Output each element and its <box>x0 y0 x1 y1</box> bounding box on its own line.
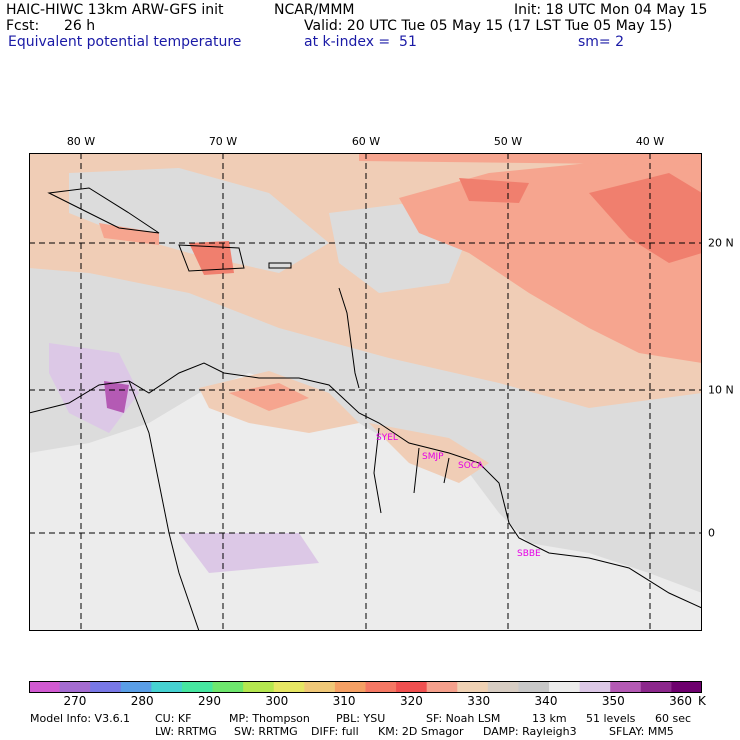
colorbar-swatch <box>610 681 642 693</box>
info-resolution: 13 km <box>532 712 567 725</box>
colorbar-tick-label: 330 <box>467 694 491 708</box>
colorbar-swatch <box>304 681 336 693</box>
border-colombia <box>128 380 200 631</box>
info-longwave: LW: RRTMG <box>155 725 217 738</box>
colorbar-tick-label: 270 <box>63 694 87 708</box>
map-frame <box>29 153 702 631</box>
hot-strip-top <box>359 153 702 165</box>
colorbar-swatch <box>212 681 244 693</box>
coastline-south-america <box>29 362 702 609</box>
colorbar-tick-label: 340 <box>534 694 558 708</box>
station-soca: SOCA <box>458 461 484 471</box>
lat-label-10n: 10 N <box>708 383 734 397</box>
colorbar-swatch <box>396 681 428 693</box>
smoothing-label: sm= 2 <box>578 34 625 50</box>
border-guyana <box>373 427 382 514</box>
colorbar-swatch <box>59 681 91 693</box>
colorbar-swatch <box>579 681 611 693</box>
lon-label-80w: 80 W <box>66 135 96 148</box>
border-suriname <box>413 447 420 494</box>
colorbar-swatch <box>273 681 305 693</box>
model-title: HAIC-HIWC 13km ARW-GFS init <box>6 2 224 18</box>
hottest-patch-central <box>459 178 529 203</box>
info-levels: 51 levels <box>586 712 636 725</box>
info-diffusion: DIFF: full <box>311 725 359 738</box>
field-name: Equivalent potential temperature <box>8 34 242 50</box>
lon-label-60w: 60 W <box>351 135 381 148</box>
info-surface-layer: SFLAY: MM5 <box>609 725 674 738</box>
coastline-lesser-antilles <box>338 287 360 389</box>
lon-label-40w: 40 W <box>635 135 665 148</box>
colorbar <box>29 681 702 693</box>
low-theta-core-west <box>104 381 129 413</box>
level-label: at k-index = 51 <box>304 34 417 50</box>
colorbar-tick-label: 350 <box>601 694 625 708</box>
colorbar-tick-label: 320 <box>399 694 423 708</box>
colorbar-tick-label: 300 <box>265 694 289 708</box>
hottest-patch-east <box>589 173 702 263</box>
colorbar-swatch <box>549 681 581 693</box>
theta-e-map: SYEL SMJP SOCA SBBE <box>29 153 702 631</box>
valid-time: Valid: 20 UTC Tue 05 May 15 (17 LST Tue … <box>304 18 673 34</box>
colorbar-swatch <box>640 681 672 693</box>
forecast-label: Fcst: <box>6 18 40 34</box>
colorbar-swatch <box>243 681 275 693</box>
colorbar-swatch <box>181 681 214 693</box>
south-america-land <box>29 373 702 631</box>
organization-label: NCAR/MMM <box>274 2 355 18</box>
colorbar-tick-label: 290 <box>198 694 221 708</box>
colorbar-swatch <box>518 681 550 693</box>
colorbar-tick-label: 310 <box>332 694 356 708</box>
colorbar-swatch <box>120 681 152 693</box>
colorbar-unit: K <box>698 694 706 708</box>
station-smjp: SMJP <box>422 452 444 462</box>
colorbar-frame <box>29 681 702 693</box>
lon-label-50w: 50 W <box>493 135 523 148</box>
info-damping: DAMP: Rayleigh3 <box>483 725 577 738</box>
lat-label-20n: 20 N <box>708 236 734 250</box>
info-surface: SF: Noah LSM <box>426 712 501 725</box>
forecast-hour: 26 h <box>64 18 96 34</box>
info-pbl: PBL: YSU <box>336 712 386 725</box>
colorbar-swatch <box>151 681 183 693</box>
colorbar-swatch <box>671 681 702 693</box>
colorbar-swatch <box>365 681 397 693</box>
coastline-puerto-rico <box>268 262 292 269</box>
colorbar-swatch <box>334 681 366 693</box>
init-time: Init: 18 UTC Mon 04 May 15 <box>514 2 708 18</box>
colorbar-tick-label: 280 <box>130 694 154 708</box>
station-syel: SYEL <box>376 433 398 443</box>
info-microphysics: MP: Thompson <box>229 712 310 725</box>
colorbar-swatch <box>457 681 489 693</box>
info-cumulus: CU: KF <box>155 712 192 725</box>
lat-label-equator: 0 <box>708 526 715 540</box>
colorbar-tick-label: 360 <box>669 694 693 708</box>
lon-label-70w: 70 W <box>208 135 238 148</box>
info-shortwave: SW: RRTMG <box>234 725 298 738</box>
colorbar-swatch <box>90 681 122 693</box>
guiana-warm-patch <box>369 423 489 483</box>
station-sbbe: SBBE <box>517 549 541 559</box>
cool-patch-caribbean <box>69 168 329 273</box>
info-timestep: 60 sec <box>655 712 692 725</box>
border-french-guiana <box>443 457 450 484</box>
info-model-version: Model Info: V3.6.1 <box>30 712 131 725</box>
colorbar-swatch <box>426 681 458 693</box>
coastline-cuba <box>47 187 160 234</box>
colorbar-swatch <box>487 681 519 693</box>
coastline-hispaniola <box>178 244 245 272</box>
cuba-hot-patch <box>99 223 159 245</box>
low-theta-patch-south <box>179 533 319 573</box>
colorbar-swatch <box>29 681 61 693</box>
info-km-option: KM: 2D Smagor <box>378 725 464 738</box>
